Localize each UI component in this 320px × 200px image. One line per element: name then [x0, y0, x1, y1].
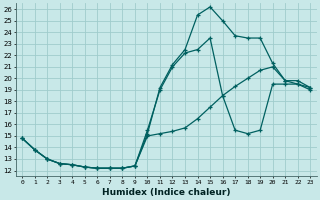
X-axis label: Humidex (Indice chaleur): Humidex (Indice chaleur) — [102, 188, 230, 197]
